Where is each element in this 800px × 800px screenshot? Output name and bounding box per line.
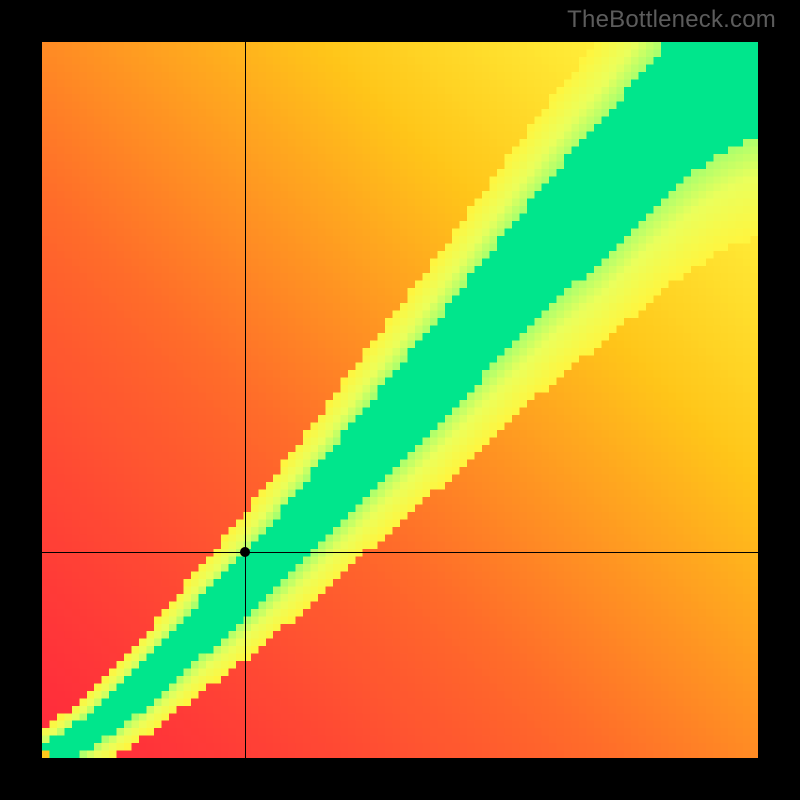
crosshair-marker-dot (240, 547, 250, 557)
heatmap-canvas (42, 42, 758, 758)
chart-frame: TheBottleneck.com (0, 0, 800, 800)
crosshair-vertical (245, 42, 246, 758)
crosshair-horizontal (42, 552, 758, 553)
watermark-text: TheBottleneck.com (567, 6, 776, 34)
heatmap-plot (42, 42, 758, 758)
